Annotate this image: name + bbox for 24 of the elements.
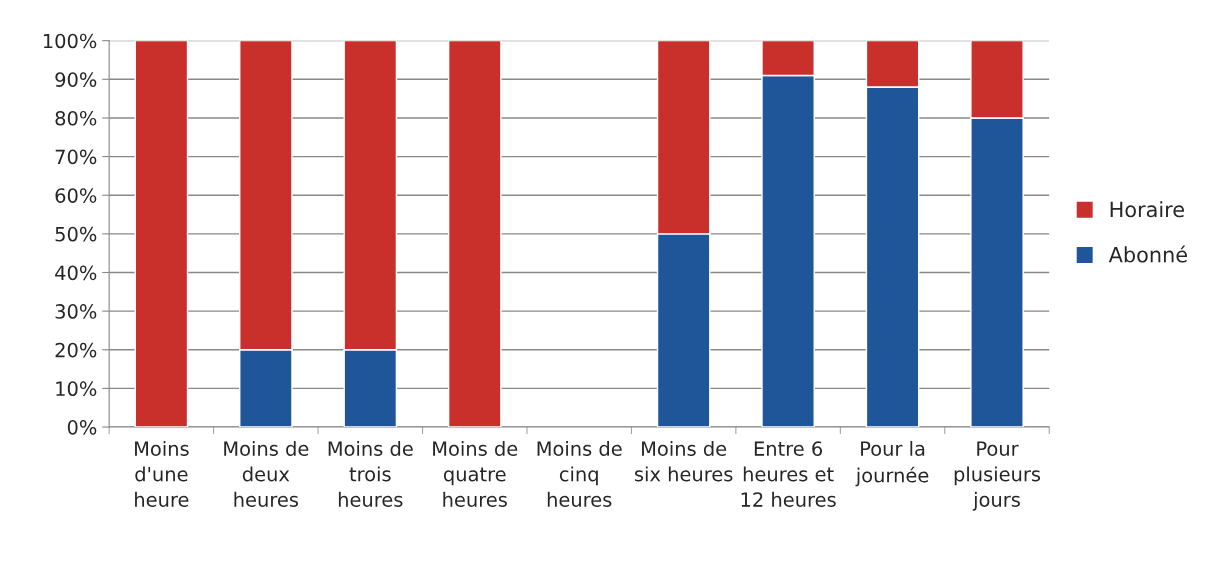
x-tick-label: Moins d'une heure (135, 440, 189, 507)
legend-label: Horaire (1110, 201, 1184, 218)
x-tick-label: Moins de six heures (634, 440, 733, 482)
x-tick-label: Pour plusieurs jours (954, 441, 1041, 511)
y-tick-label: 30% (55, 304, 97, 319)
y-tick-label: 70% (55, 149, 97, 165)
bar (447, 40, 502, 428)
y-tick-label: 60% (55, 188, 97, 203)
x-tick-label: Entre 6 heures et 12 heures (741, 441, 836, 507)
y-tick-label: 100% (43, 33, 97, 49)
y-tick-label: 10% (56, 381, 97, 397)
y-tick-label: 0% (67, 419, 97, 435)
y-tick-label: 80% (55, 110, 97, 126)
y-tick-label: 20% (55, 342, 97, 358)
y-tick-label: 90% (55, 72, 97, 87)
x-tick-label: Pour la journée (855, 440, 929, 487)
x-tick-label: Moins de cinq heures (537, 440, 622, 507)
y-tick-label: 50% (55, 226, 97, 242)
x-tick-label: Moins de quatre heures (433, 440, 518, 507)
x-tick-label: Moins de trois heures (328, 440, 413, 507)
x-tick-label: Moins de deux heures (224, 440, 309, 507)
y-tick-label: 40% (55, 265, 97, 281)
bar (134, 40, 189, 428)
legend-label: Abonné (1108, 245, 1187, 263)
